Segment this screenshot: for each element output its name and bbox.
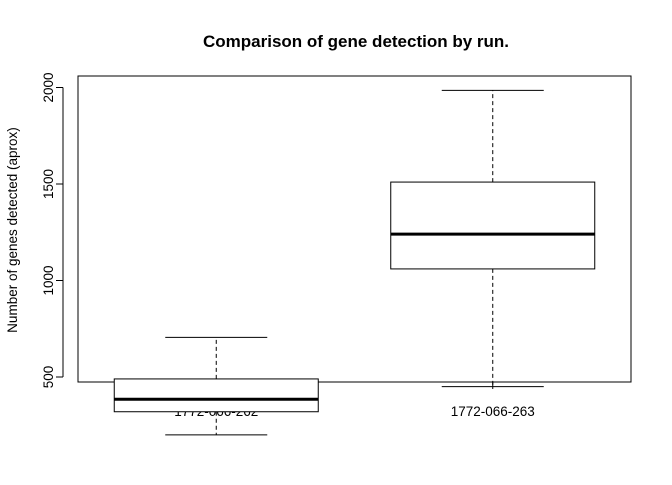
y-tick-label: 1500 (41, 169, 56, 199)
y-tick-label: 2000 (41, 72, 56, 102)
chart-title: Comparison of gene detection by run. (203, 32, 509, 51)
y-tick-label: 1000 (41, 265, 56, 295)
x-tick-label: 1772-066-263 (451, 404, 535, 419)
box-group (390, 89, 596, 388)
boxes (113, 89, 596, 436)
y-tick-label: 500 (41, 366, 56, 389)
box-group (113, 336, 319, 436)
iqr-box (390, 181, 596, 270)
y-axis: 500 1000 1500 2000 (41, 72, 64, 389)
iqr-box (113, 378, 319, 413)
y-axis-label: Number of genes detected (aprox) (5, 127, 20, 333)
